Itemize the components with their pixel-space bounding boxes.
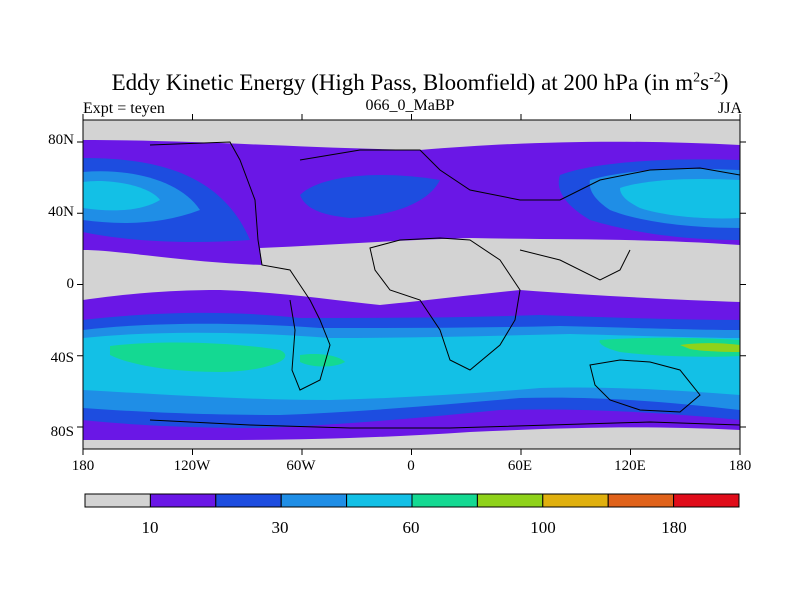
map-title: Eddy Kinetic Energy (High Pass, Bloomfie… <box>111 70 729 95</box>
colorbar-box <box>280 493 348 508</box>
lat-label-40n: 40N <box>48 204 74 220</box>
colorbar-label-60: 60 <box>402 518 420 537</box>
experiment-label: Expt = teyen <box>83 100 165 117</box>
colorbar-box <box>346 493 413 508</box>
colorbar-label-100: 100 <box>530 518 556 537</box>
coastlines <box>149 141 740 429</box>
lat-label-80n: 80N <box>48 132 74 148</box>
colorbar-box <box>84 493 151 508</box>
lon-label-120w: 120W <box>173 458 211 474</box>
season-label: JJA <box>717 100 742 117</box>
colorbar-box <box>673 493 740 508</box>
lat-label-0: 0 <box>66 276 75 292</box>
colorbar <box>84 493 740 508</box>
run-label: 066_0_MaBP <box>365 97 455 114</box>
colorbar-label-180: 180 <box>661 518 687 537</box>
lon-label-0: 0 <box>407 458 415 474</box>
colorbar-box <box>607 493 675 508</box>
lon-label-120e: 120E <box>614 458 646 474</box>
lon-label-60w: 60W <box>286 458 316 474</box>
colorbar-label-10: 10 <box>141 518 159 537</box>
lon-label-180e: 180 <box>728 458 752 474</box>
colorbar-box <box>476 493 544 508</box>
lon-label-180w: 180 <box>71 458 95 474</box>
colorbar-box <box>149 493 217 508</box>
lat-label-40s: 40S <box>50 350 74 366</box>
colorbar-box <box>215 493 282 508</box>
colorbar-box <box>411 493 478 508</box>
colorbar-label-30: 30 <box>271 518 289 537</box>
ekx-field <box>83 120 740 449</box>
lon-label-60e: 60E <box>507 458 533 474</box>
colorbar-box <box>542 493 609 508</box>
axis-ticks <box>77 114 746 455</box>
lat-label-80s: 80S <box>50 424 74 440</box>
